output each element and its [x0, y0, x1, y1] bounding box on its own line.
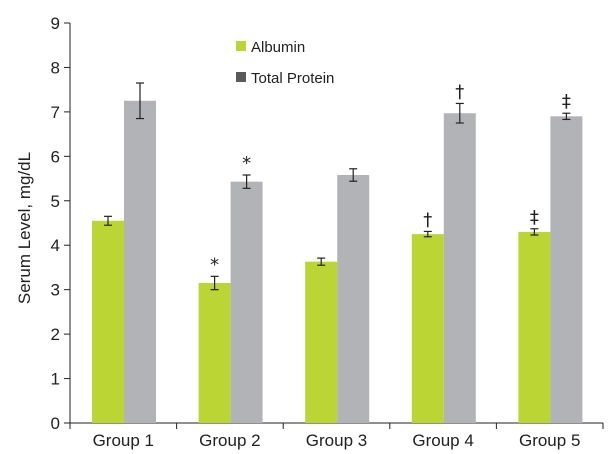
x-tick-label: Group 2	[199, 431, 260, 450]
bar-total-protein	[550, 116, 583, 423]
bar-total-protein	[337, 175, 370, 423]
y-tick-label: 0	[51, 414, 60, 433]
y-axis-label: Serum Level, mg/dL	[15, 152, 34, 304]
legend-swatch-albumin	[236, 41, 246, 51]
y-tick-label: 6	[51, 147, 60, 166]
x-tick-label: Group 5	[519, 431, 580, 450]
significance-mark: *	[210, 254, 219, 275]
bar-albumin	[92, 220, 124, 423]
x-tick-label: Group 1	[93, 431, 154, 450]
y-tick-label: 1	[51, 370, 60, 389]
bar-total-protein	[124, 100, 156, 424]
bar-series: * † ‡ * † ‡	[92, 81, 583, 424]
significance-mark: ‡	[530, 207, 539, 228]
significance-mark: *	[242, 153, 251, 174]
x-axis: Group 1 Group 2 Group 3 Group 4 Group 5	[69, 422, 604, 450]
y-tick-label: 7	[51, 103, 60, 122]
y-tick-label: 5	[51, 192, 60, 211]
significance-mark: †	[455, 81, 464, 102]
legend: Albumin Total Protein	[236, 39, 334, 87]
y-axis: 0 1 2 3 4 5 6 7 8 9	[51, 14, 71, 433]
y-tick-label: 9	[51, 14, 60, 33]
bar-albumin	[305, 261, 338, 423]
bar-total-protein	[230, 181, 263, 423]
bar-albumin	[518, 231, 551, 423]
bar-albumin	[198, 283, 231, 423]
significance-mark: ‡	[562, 91, 571, 112]
y-tick-label: 2	[51, 325, 60, 344]
y-tick-label: 8	[51, 58, 60, 77]
legend-label-total-protein: Total Protein	[251, 70, 334, 87]
legend-label-albumin: Albumin	[251, 39, 305, 56]
y-tick-label: 4	[51, 236, 60, 255]
y-tick-label: 3	[51, 281, 60, 300]
x-tick-label: Group 3	[306, 431, 367, 450]
legend-swatch-total-protein	[236, 72, 246, 82]
bar-total-protein	[443, 113, 476, 423]
significance-mark: †	[423, 209, 432, 230]
bar-albumin	[411, 234, 444, 423]
x-tick-label: Group 4	[412, 431, 473, 450]
